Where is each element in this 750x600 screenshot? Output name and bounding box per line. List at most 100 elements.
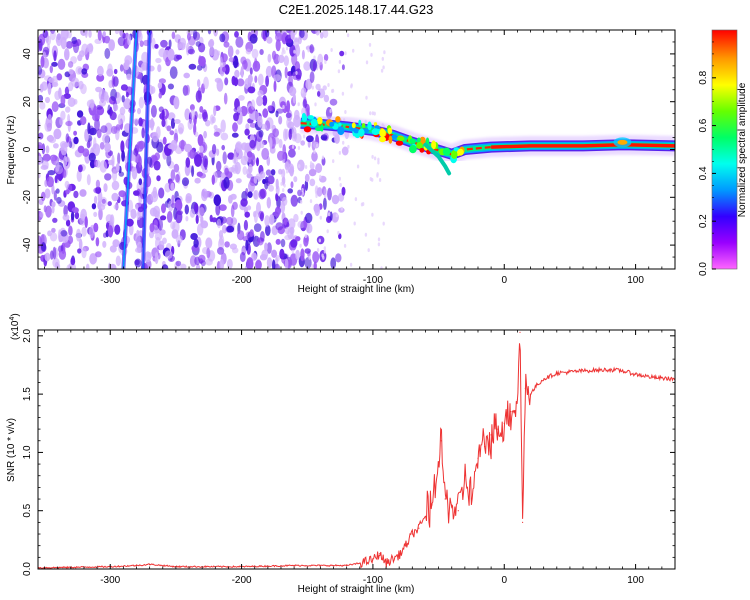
spectrogram-speckle <box>370 52 373 57</box>
spectrogram-noise-blob <box>253 176 258 184</box>
spectrogram-noise-blob <box>226 225 235 233</box>
spectrogram-speckle <box>300 210 303 215</box>
ridge-blob <box>395 140 404 146</box>
spectrogram-noise-blob <box>283 128 288 142</box>
spectrogram-noise-blob <box>330 257 337 269</box>
spectrogram-noise-blob <box>156 141 164 153</box>
spectrogram-speckle <box>339 183 342 187</box>
snr-point <box>516 399 519 401</box>
spectrogram-noise-blob <box>284 226 290 235</box>
spectrogram-noise-blob <box>89 127 97 136</box>
spectrogram-noise-blob <box>62 169 67 178</box>
spectrogram-speckle <box>381 56 384 61</box>
snr-point <box>293 564 295 567</box>
spectrogram-noise-blob <box>235 141 243 154</box>
snr-point <box>457 510 459 512</box>
snr-point <box>398 554 400 556</box>
spectrogram-noise-blob <box>138 178 143 186</box>
spectrogram-speckle <box>302 134 306 139</box>
spectrogram-noise-blob <box>275 32 283 42</box>
spectrogram-noise-blob <box>244 211 250 218</box>
spectrogram-noise-blob <box>79 189 87 197</box>
spectrogram-noise-blob <box>290 181 294 189</box>
spectrogram-noise-blob <box>193 30 198 40</box>
spectrogram-noise-blob <box>315 30 321 36</box>
spectrogram-noise-blob <box>138 96 145 109</box>
ridge-blob <box>387 127 393 134</box>
spectrogram-noise-blob <box>117 36 126 47</box>
spectrogram-noise-blob <box>110 125 118 135</box>
spectrogram-noise-blob <box>114 30 120 35</box>
spectrogram-noise-blob <box>112 76 119 87</box>
spectrogram-noise-blob <box>44 252 51 262</box>
spectrogram-noise-blob <box>175 210 183 224</box>
spectrogram-noise-blob <box>135 203 139 210</box>
spectrogram-noise-blob <box>195 41 201 47</box>
spectrogram-noise-blob <box>197 79 201 88</box>
spectrogram-noise-blob <box>283 217 287 226</box>
spectrogram-noise-blob <box>235 36 244 48</box>
snr-scale-label: (x104) <box>9 313 21 340</box>
spectrogram-noise-blob <box>266 257 273 269</box>
spectrogram-noise-blob <box>200 260 206 267</box>
spectrogram-noise-blob <box>78 238 83 251</box>
snr-axes: -300 -200 -100 0 100 0.0 0.5 1.0 1.5 2.0 <box>22 328 676 586</box>
spectrogram-noise-blob <box>240 198 248 207</box>
spectrogram-noise-blob <box>240 56 247 65</box>
spectrogram-noise-blob <box>164 250 173 259</box>
spectrogram-noise-blob <box>157 82 163 89</box>
spectrogram-noise-blob <box>317 53 324 66</box>
spectrogram-noise-blob <box>247 151 253 158</box>
spectrogram-noise-blob <box>240 155 248 166</box>
spectrogram-noise-blob <box>235 49 240 55</box>
spectrogram-speckle <box>301 188 304 192</box>
spectrogram-noise-blob <box>190 109 196 120</box>
colorbar-tick-label: 0.0 <box>698 262 709 276</box>
spectrogram-noise-blob <box>53 190 57 201</box>
spectrogram-noise-blob <box>275 238 281 245</box>
spectrogram-noise-blob <box>152 205 161 218</box>
snr-ytick-label: 0.0 <box>22 562 33 576</box>
spectrogram-noise-blob <box>51 227 56 233</box>
spectrogram-noise-blob <box>306 135 314 143</box>
spectrogram-noise-blob <box>216 148 220 156</box>
spectrogram-noise-blob <box>341 64 345 71</box>
spectrogram-noise-blob <box>66 31 72 39</box>
spectrogram-noise-blob <box>158 78 166 84</box>
spectrogram-noise-blob <box>288 128 292 140</box>
snr-point <box>524 387 526 389</box>
spectrogram-noise-blob <box>277 54 285 64</box>
spectrogram-noise-blob <box>211 144 217 155</box>
spectrogram-noise-blob <box>228 195 233 204</box>
ridge-blob <box>367 121 372 131</box>
spectrogram-noise-blob <box>179 37 187 49</box>
spectrogram-speckle <box>283 50 286 54</box>
spectrogram-speckle <box>291 249 295 254</box>
ridge-blob <box>301 112 307 122</box>
spectrogram-noise-blob <box>126 73 132 81</box>
spectrogram-noise-blob <box>52 217 58 223</box>
spectrogram-noise-blob <box>149 223 155 233</box>
spectrogram-noise-blob <box>154 252 159 265</box>
spectrogram-noise-blob <box>133 190 140 196</box>
spectrogram-noise-blob <box>38 172 41 179</box>
spectrogram-noise-blob <box>87 122 91 135</box>
spectrogram-noise-blob <box>290 30 295 40</box>
spectrogram-noise-blob <box>254 75 258 83</box>
spectrogram-noise-blob <box>295 249 300 260</box>
spectrogram-noise-blob <box>173 54 180 62</box>
spectrogram-noise-blob <box>80 116 87 126</box>
spectrogram-noise-blob <box>64 51 70 60</box>
spectrogram-noise-blob <box>213 30 218 37</box>
spectrogram-speckle <box>347 144 350 149</box>
spectrogram-xlabel: Height of straight line (km) <box>298 284 415 295</box>
spectrogram-noise-blob <box>67 61 74 68</box>
spectrogram-noise-blob <box>293 37 300 43</box>
spectrogram-noise-blob <box>65 219 71 227</box>
spectrogram-noise-blob <box>265 65 273 78</box>
snr-point <box>418 527 420 529</box>
spectrogram-speckle <box>319 215 322 220</box>
snr-point <box>464 475 466 477</box>
spectrogram-noise-blob <box>219 33 226 43</box>
spectrogram-noise-blob <box>169 66 178 79</box>
